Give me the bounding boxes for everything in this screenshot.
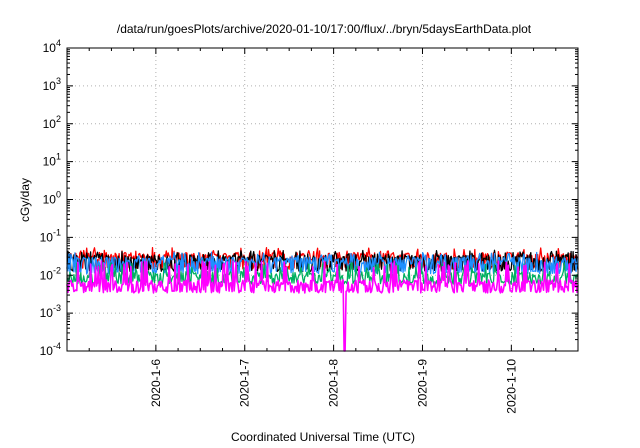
y-tick-label: 10-2 <box>40 265 61 282</box>
y-tick-label: 10-1 <box>40 227 61 244</box>
y-tick-label: 100 <box>43 190 61 207</box>
x-axis-ticks: 2020-1-6 2020-1-7 2020-1-8 2020-1-9 2020-1-1… <box>88 48 579 414</box>
y-tick-label: 101 <box>43 152 61 169</box>
x-tick-label: 2020-1-9 <box>415 359 429 407</box>
x-tick-label: 2020-1-8 <box>327 359 341 407</box>
y-tick-label: 10-3 <box>40 303 61 320</box>
x-axis-label: Coordinated Universal Time (UTC) <box>231 430 415 444</box>
y-tick-label: 103 <box>43 76 61 93</box>
series-lines <box>66 246 579 352</box>
grid-lines <box>67 48 578 351</box>
series-line <box>66 251 579 275</box>
y-tick-label: 104 <box>43 38 61 55</box>
x-tick-label: 2020-1-10 <box>504 359 518 414</box>
x-tick-label: 2020-1-6 <box>149 359 163 407</box>
x-tick-label: 2020-1-7 <box>238 359 252 407</box>
y-axis-ticks: 10-4 10-3 10-2 10-1 100 101 102 103 104 <box>40 38 578 358</box>
y-axis-label: cGy/day <box>18 178 32 222</box>
y-tick-label: 10-4 <box>40 341 61 358</box>
chart-title: /data/run/goesPlots/archive/2020-01-10/1… <box>117 22 532 36</box>
y-tick-label: 102 <box>43 114 61 131</box>
series-line <box>66 260 579 352</box>
